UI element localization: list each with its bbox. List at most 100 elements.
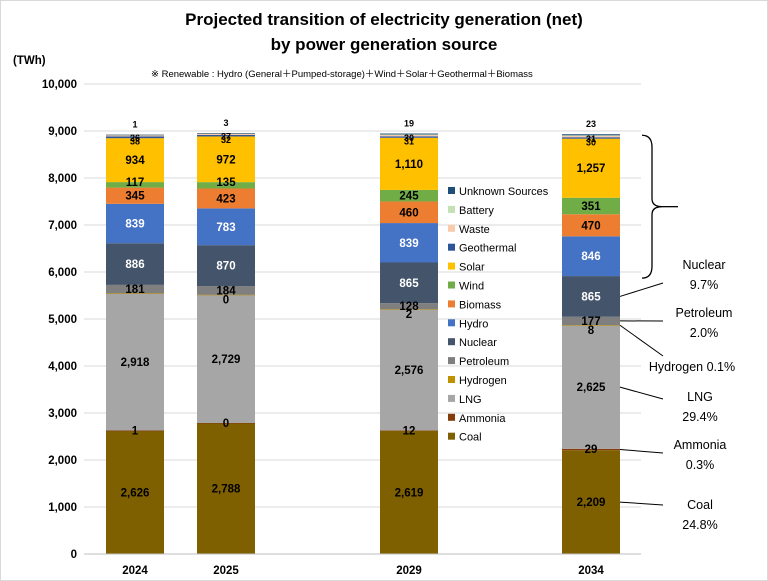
annotation-label: Hydrogen 0.1%	[649, 360, 735, 374]
data-label-waste: 31	[586, 134, 596, 144]
legend-label: Biomass	[459, 299, 502, 311]
data-label-petroleum: 128	[399, 301, 419, 313]
data-label-biomass: 460	[399, 207, 418, 219]
annotation-value: 29.4%	[682, 410, 717, 424]
bar-segment-ammonia	[380, 430, 438, 431]
legend-swatch	[448, 357, 455, 365]
bar-segment-solar	[197, 136, 255, 183]
bar-segment-lng	[380, 309, 438, 431]
data-label-hydrogen: 8	[588, 325, 595, 337]
y-axis-unit: (TWh)	[13, 55, 46, 67]
legend-swatch	[448, 376, 455, 383]
legend-label: Hydro	[459, 318, 488, 330]
data-label-nuclear: 886	[125, 259, 144, 271]
bar-segment-petroleum	[562, 316, 620, 326]
annotation-label: LNG	[687, 390, 713, 404]
bar-segment-coal	[106, 430, 164, 554]
annotation-label: Coal	[687, 498, 713, 512]
bar-segment-nuclear	[380, 262, 438, 304]
bar-segment-petroleum	[380, 303, 438, 310]
bar-segment-nuclear	[106, 243, 164, 285]
data-label-nuclear: 865	[399, 278, 419, 290]
bar-segment-waste	[106, 135, 164, 137]
bar-segment-ammonia	[562, 448, 620, 451]
annotation-label: Petroleum	[676, 306, 733, 320]
data-label-lng: 2,729	[212, 354, 241, 366]
annotation-label: Ammonia	[674, 438, 727, 452]
data-label-lng: 2,918	[121, 357, 150, 369]
legend-swatch	[448, 319, 455, 327]
legend-swatch	[448, 338, 455, 346]
data-label-wind: 245	[399, 191, 419, 203]
data-label-wind: 117	[126, 177, 145, 189]
bar-segment-coal	[380, 430, 438, 554]
annotation-value: 0.3%	[686, 458, 715, 472]
bar-segment-biomass	[380, 201, 438, 224]
legend-swatch	[448, 187, 455, 194]
bar-segment-solar	[106, 138, 164, 183]
bar-segment-ammonia	[106, 430, 164, 432]
bar-segment-unknown-sources	[562, 134, 620, 136]
gridlines	[84, 83, 641, 555]
legend-label: Wind	[459, 281, 484, 293]
bar-segment-wind	[562, 197, 620, 215]
data-label-waste: 26	[130, 133, 140, 143]
x-tick-label: 2025	[213, 565, 239, 577]
chart-title-line2: by power generation source	[271, 35, 498, 54]
data-label-geothermal: 32	[221, 135, 231, 145]
bar-segment-ammonia	[197, 422, 255, 424]
bar-segment-lng	[106, 293, 164, 431]
bar-segment-geothermal	[562, 137, 620, 139]
legend-label: Battery	[459, 205, 494, 217]
data-labels: 2,62612,918181886839345117934382612,7880…	[121, 118, 606, 509]
legend-swatch	[448, 281, 455, 289]
data-label-hydro: 783	[216, 222, 235, 234]
legend-label: Waste	[459, 224, 490, 236]
legend-label: Hydrogen	[459, 375, 507, 387]
bar-segment-unknown-sources	[380, 133, 438, 135]
data-label-hydrogen: 0	[223, 295, 229, 307]
bar-segment-biomass	[106, 187, 164, 204]
bar-segment-petroleum	[197, 286, 255, 295]
data-label-nuclear: 865	[581, 291, 601, 303]
bar-segment-nuclear	[197, 245, 255, 287]
bar-segment-geothermal	[380, 136, 438, 138]
bar-segment-hydro	[106, 203, 164, 244]
bar-segment-wind	[380, 189, 438, 202]
bar-segment-coal	[197, 422, 255, 554]
annotation-label: Nuclear	[682, 258, 725, 272]
data-label-biomass: 423	[216, 193, 235, 205]
data-label-solar: 1,257	[577, 163, 606, 175]
bar-segment-petroleum	[106, 284, 164, 294]
bar-segment-hydro	[562, 236, 620, 277]
annotation-leader-line	[619, 386, 664, 400]
y-tick-label: 10,000	[42, 79, 77, 91]
data-label-wind: 135	[216, 177, 236, 189]
annotation-value: 9.7%	[690, 278, 719, 292]
bar-segment-geothermal	[106, 136, 164, 139]
bar-segment-unknown-sources	[106, 134, 164, 136]
data-label-ammonia: 1	[132, 426, 139, 438]
data-label-solar: 934	[125, 155, 145, 167]
bar-segment-nuclear	[562, 276, 620, 317]
legend-label: LNG	[459, 394, 482, 406]
data-label-waste: 27	[221, 132, 231, 142]
legend-label: Unknown Sources	[459, 186, 549, 198]
bar-segment-battery	[380, 134, 438, 136]
legend-swatch	[448, 243, 455, 251]
data-label-coal: 2,619	[395, 487, 424, 499]
bar-segment-wind	[197, 182, 255, 189]
bar-segment-waste	[380, 134, 438, 137]
legend-label: Nuclear	[459, 337, 497, 349]
x-tick-label: 2034	[578, 565, 604, 577]
legend: Unknown Sources Battery Waste Geothermal Sol…	[448, 186, 549, 444]
legend-swatch	[448, 205, 455, 213]
y-tick-label: 0	[71, 549, 77, 561]
annotation-value: 24.8%	[682, 518, 717, 532]
legend-swatch	[448, 300, 455, 308]
data-label-ammonia: 12	[403, 425, 416, 437]
legend-swatch	[448, 394, 455, 402]
annotation-leader-line	[619, 282, 664, 297]
bar-segment-hydrogen	[197, 294, 255, 296]
